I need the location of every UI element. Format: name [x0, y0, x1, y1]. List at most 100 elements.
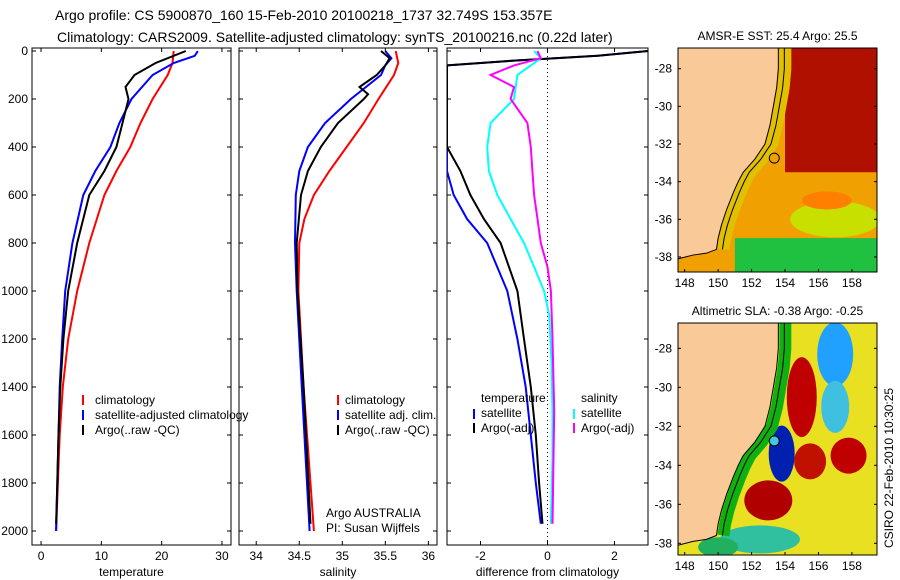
x-tick-label: 20: [155, 549, 169, 563]
legend-label: climatology: [95, 393, 155, 407]
x-tick-label: 34: [250, 549, 264, 563]
x-tick-label: 156: [808, 276, 828, 290]
shelf-band: [717, 323, 792, 537]
anomaly-feature: [817, 323, 854, 387]
y-tick-label: -28: [655, 62, 673, 76]
y-tick-label: 1600: [1, 428, 28, 442]
y-tick-label: -30: [655, 380, 673, 394]
map-content: [678, 48, 877, 272]
y-tick-label: -38: [655, 536, 673, 550]
legend-swatch-cyan: [573, 409, 575, 419]
series-line-salinity-satellite: [486, 50, 554, 524]
anomaly-feature: [821, 380, 850, 433]
temperature-legend: climatology satellite-adjusted climatolo…: [82, 393, 248, 437]
csiro-timestamp: CSIRO 22-Feb-2010 10:30:25: [882, 388, 896, 548]
x-tick-label: 154: [775, 276, 795, 290]
series-line-salinity-argo-adj-: [488, 50, 556, 524]
map-frame: [677, 322, 878, 556]
y-tick-label: -32: [655, 419, 673, 433]
legend-swatch-black: [337, 425, 339, 435]
y-tick-label: 0: [21, 44, 28, 58]
anomaly-feature: [744, 480, 793, 521]
argo-position-marker: [768, 152, 780, 164]
legend-label: satellite: [481, 406, 522, 420]
x-tick-label: 158: [842, 559, 862, 573]
temperature-panel: 0 10 20 30 0 200 400 600 800 1000 1200 1400 1600 1800…: [1, 44, 232, 579]
y-tick-label: 2000: [1, 524, 28, 538]
y-tick-label: 800: [8, 236, 28, 250]
series-line-temperature-argo-adj-: [447, 50, 648, 524]
y-tick-label: -34: [655, 458, 673, 472]
map-content: [678, 323, 877, 555]
map-title: Altimetric SLA: -0.38 Argo: -0.25: [692, 304, 864, 318]
x-tick-label: 148: [675, 276, 695, 290]
x-axis-label: difference from climatology: [476, 565, 619, 579]
warm-core: [785, 48, 877, 173]
y-tick-label: -28: [655, 341, 673, 355]
legend-swatch-red: [337, 395, 339, 405]
legend-label: climatology: [345, 393, 405, 407]
land-mass: [678, 323, 779, 546]
anomaly-feature: [719, 525, 800, 554]
x-tick-label: 35: [336, 549, 350, 563]
y-tick-label: 600: [8, 188, 28, 202]
isobath-line: [721, 48, 785, 250]
legend-label: Argo(-adj): [581, 421, 634, 435]
legend-swatch-magenta: [573, 423, 575, 433]
warm-patch: [801, 191, 852, 210]
y-tick-label: -34: [655, 175, 673, 189]
y-tick-label: 1000: [1, 284, 28, 298]
legend-label: satellite-adjusted climatology: [95, 408, 248, 422]
cool-band: [734, 238, 877, 272]
legend-label: satellite adj. clim.: [345, 408, 436, 422]
y-tick-label: -30: [655, 99, 673, 113]
series-line-argo-raw-qc-: [295, 50, 392, 524]
legend-swatch-black: [82, 425, 84, 435]
y-tick-label: -38: [655, 250, 673, 264]
anomaly-feature: [698, 537, 739, 555]
x-tick-label: 156: [808, 559, 828, 573]
sla-map-panel: 148 150 152 154 156 158 -28 -30 -32 -34 -36 -38 Alti…: [655, 304, 878, 573]
figure-title-line1: Argo profile: CS 5900870_160 15-Feb-2010…: [55, 7, 552, 23]
x-tick-label: 152: [742, 276, 762, 290]
x-tick-label: -2: [475, 549, 486, 563]
series-line-argo-raw-qc-: [55, 50, 187, 524]
x-tick-label: 30: [215, 549, 229, 563]
legend-label: Argo(-adj): [481, 421, 534, 435]
x-tick-label: 2: [611, 549, 618, 563]
legend-label: satellite: [581, 406, 622, 420]
x-tick-label: 152: [742, 559, 762, 573]
legend-swatch-blue: [337, 410, 339, 420]
y-tick-label: 1200: [1, 332, 28, 346]
plot-frame: [238, 47, 438, 546]
anomaly-feature: [786, 357, 817, 438]
cooler-area: [790, 201, 877, 238]
x-tick-label: 10: [95, 549, 109, 563]
shelf-band: [717, 48, 792, 251]
figure-title-line2: Climatology: CARS2009. Satellite-adjuste…: [57, 29, 613, 45]
annotation-pi: PI: Susan Wijffels: [326, 521, 420, 535]
sst-map-panel: 148 150 152 154 156 158 -28 -30 -32 -34 -36 -38 AMSR…: [655, 29, 878, 290]
x-tick-label: 150: [708, 276, 728, 290]
legend-label: Argo(..raw -QC): [345, 423, 430, 437]
legend-label: Argo(..raw -QC): [95, 423, 180, 437]
y-tick-label: 400: [8, 140, 28, 154]
difference-panel: -2 0 2 difference from climatology: [446, 47, 649, 579]
x-tick-label: 35.5: [374, 549, 398, 563]
series-line-climatology: [55, 50, 175, 532]
x-axis-label: temperature: [99, 565, 164, 579]
land-mass: [678, 48, 779, 260]
plot-frame: [31, 47, 232, 546]
x-tick-label: 148: [675, 559, 695, 573]
y-tick-label: -36: [655, 212, 673, 226]
y-tick-label: -36: [655, 497, 673, 511]
x-tick-label: 150: [708, 559, 728, 573]
x-tick-label: 154: [775, 559, 795, 573]
x-tick-label: 158: [842, 276, 862, 290]
x-tick-label: 36: [422, 549, 436, 563]
legend-heading-salinity: salinity: [581, 391, 618, 405]
y-tick-label: 1400: [1, 380, 28, 394]
annotation-argo-australia: Argo AUSTRALIA: [326, 506, 421, 520]
legend-heading-temperature: temperature: [481, 391, 546, 405]
